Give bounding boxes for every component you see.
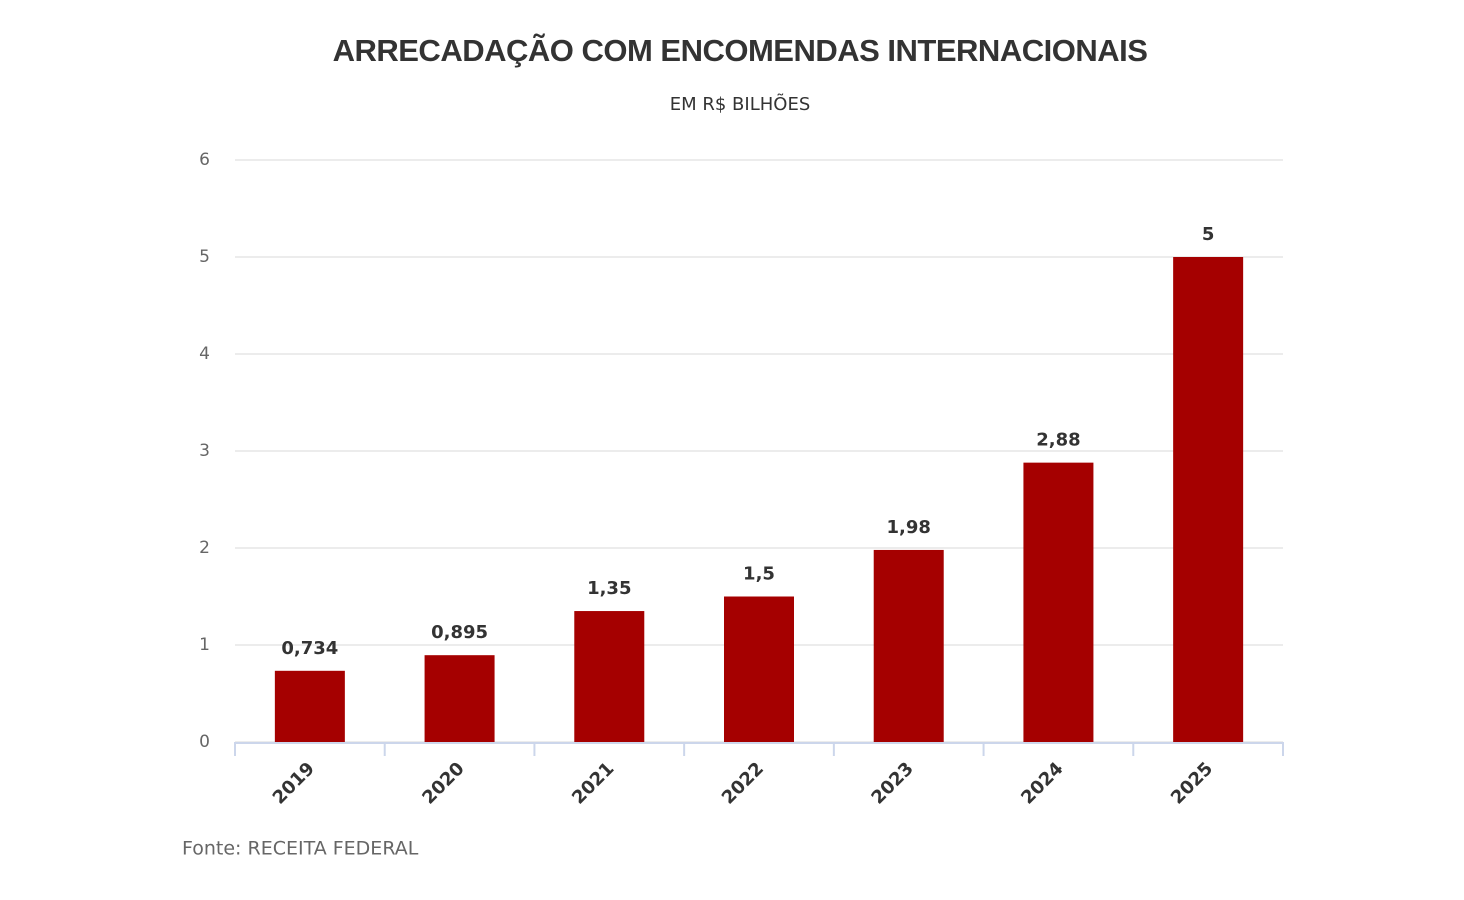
value-label: 1,98 (887, 517, 931, 538)
bar (873, 549, 944, 742)
x-tick-label: 2020 (418, 758, 468, 808)
value-label: 5 (1202, 224, 1215, 245)
y-tick-label: 1 (199, 635, 210, 655)
bar (724, 596, 794, 742)
value-label: 2,88 (1036, 430, 1080, 451)
chart-subtitle: EM R$ BILHÕES (670, 93, 811, 115)
x-tick-label: 2022 (718, 758, 768, 808)
chart-title: ARRECADAÇÃO COM ENCOMENDAS INTERNACIONAI… (333, 33, 1148, 68)
x-tick-label: 2019 (269, 758, 319, 808)
y-tick-label: 5 (199, 247, 210, 267)
bar (1173, 257, 1244, 742)
x-tick-label: 2024 (1017, 758, 1067, 808)
source: Fonte: RECEITA FEDERAL (182, 838, 419, 860)
value-label: 0,895 (431, 622, 488, 643)
y-tick-label: 2 (199, 538, 210, 558)
y-tick-label: 3 (199, 441, 210, 461)
bar (574, 611, 645, 742)
value-label: 1,35 (587, 578, 631, 599)
x-tick-label: 2021 (568, 758, 618, 808)
y-tick-label: 0 (199, 732, 210, 752)
x-tick-label: 2023 (868, 758, 918, 808)
y-tick-label: 6 (199, 150, 210, 170)
value-label: 1,5 (743, 564, 775, 585)
bar (274, 670, 345, 742)
x-tick-label: 2025 (1167, 758, 1217, 808)
bar (1023, 462, 1094, 742)
value-label: 0,734 (281, 638, 338, 659)
y-tick-label: 4 (199, 344, 210, 364)
bar (424, 655, 495, 742)
